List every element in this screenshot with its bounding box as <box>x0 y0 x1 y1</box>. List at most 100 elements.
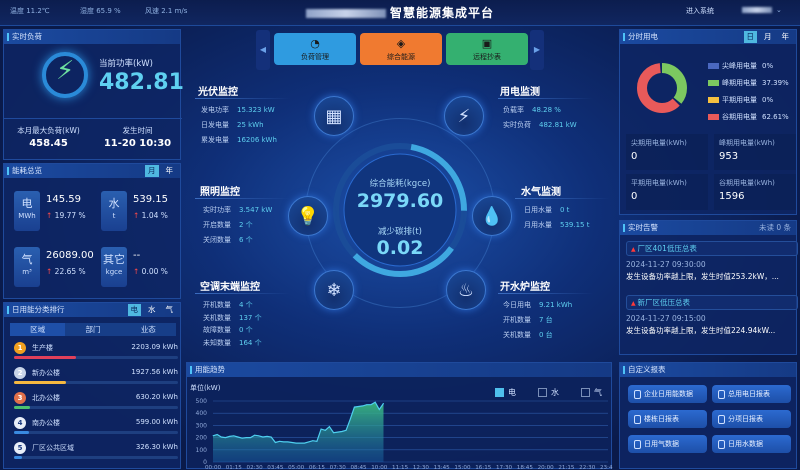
divider <box>195 293 290 294</box>
user-menu[interactable]: ⌄ <box>742 6 782 14</box>
divider <box>498 293 593 294</box>
air-conditioner-icon[interactable]: ❄ <box>314 270 354 310</box>
next-arrow-button[interactable]: ▶ <box>530 30 544 70</box>
panel-title: 分时用电 日月年 <box>620 30 796 44</box>
row-label: 累发电量 <box>201 136 229 144</box>
time-of-use-panel: 分时用电 日月年 尖峰用电量 0% 峰期用电量 37.39% 平期用电量 0% 谷期用电量 6… <box>619 29 797 215</box>
x-tick-label: 03:45 <box>267 465 284 470</box>
row-label: 实时负荷 <box>503 121 531 129</box>
energy-value: 145.59 <box>46 194 81 205</box>
data-point <box>358 406 359 407</box>
energy-change: ↑ 0.00 % <box>133 267 168 276</box>
report-button[interactable]: 楼栋日报表 <box>628 410 707 428</box>
data-point <box>345 429 347 431</box>
tab-month[interactable]: 月 <box>764 32 772 41</box>
ranking-row[interactable]: 5 厂区公共区域 326.30 kWh <box>12 441 180 465</box>
x-tick-label: 22:30 <box>579 465 596 470</box>
change-value: 1.04 % <box>141 211 168 220</box>
energy-type-box[interactable]: 气 m³ <box>14 247 40 287</box>
data-point <box>316 440 318 442</box>
water-boiler-icon[interactable]: ♨ <box>446 270 486 310</box>
ranking-row[interactable]: 1 生产楼 2203.09 kWh <box>12 341 180 365</box>
rank-bar <box>14 431 178 434</box>
nav-button-2[interactable]: ◈ 综合能源 <box>360 33 442 65</box>
rank-bar <box>14 356 178 359</box>
occur-time-value: 11-20 10:30 <box>103 138 172 149</box>
x-tick-label: 13:45 <box>434 465 451 470</box>
solar-panel-icon[interactable]: ▦ <box>314 96 354 136</box>
data-point <box>366 404 368 406</box>
legend-name: 尖峰用电量 <box>722 62 757 70</box>
x-tick-label: 17:30 <box>496 465 513 470</box>
legend-gas[interactable]: 气 <box>581 387 602 398</box>
progress-ring <box>333 143 467 277</box>
humidity: 湿度 65.9 % <box>80 7 121 15</box>
y-tick-label: 0 <box>203 459 207 466</box>
row-value: 3.547 kW <box>239 206 273 214</box>
subtab-business[interactable]: 业态 <box>140 325 156 334</box>
subtab-department[interactable]: 部门 <box>85 325 101 334</box>
prev-arrow-button[interactable]: ◀ <box>256 30 270 70</box>
alarm-item[interactable]: 新厂区低压总表 2024-11-27 09:15:00 发生设备功率越上限，发生时值… <box>626 295 798 336</box>
energy-type-box[interactable]: 电 MWh <box>14 191 40 231</box>
pv-row: 发电功率 15.323 kW <box>201 105 275 115</box>
x-tick-label: 15:00 <box>454 465 471 470</box>
row-value: 539.15 t <box>560 221 590 229</box>
light-bulb-icon[interactable]: 💡 <box>288 196 328 236</box>
data-point <box>225 437 226 438</box>
tab-day[interactable]: 日 <box>743 31 757 43</box>
ranking-row[interactable]: 2 新办公楼 1927.56 kWh <box>12 366 180 390</box>
row-value: 16206 kWh <box>237 136 277 144</box>
report-button[interactable]: 日用气数据 <box>628 435 707 453</box>
nav-button-3[interactable]: ▣ 远程抄表 <box>446 33 528 65</box>
donut-legend-item: 平期用电量 0% <box>708 95 773 105</box>
tou-stat: 峰期用电量(kWh) 953 <box>714 134 796 170</box>
chart-legend: 电 水 气 <box>495 387 602 398</box>
ranking-row[interactable]: 3 北办公楼 630.20 kWh <box>12 391 180 415</box>
power-value: 482.81 <box>99 70 184 95</box>
nav-button-1[interactable]: ◔ 负荷管理 <box>274 33 356 65</box>
legend-pct: 0% <box>762 96 774 104</box>
lightning-bolt-icon[interactable]: ⚡ <box>444 96 484 136</box>
data-point <box>283 441 285 443</box>
unread-count[interactable]: 未读 0 条 <box>758 223 791 232</box>
legend-electricity[interactable]: 电 <box>495 387 516 398</box>
legend-swatch <box>708 80 719 86</box>
data-point <box>254 434 255 436</box>
energy-type-box[interactable]: 其它 kgce <box>101 247 127 287</box>
enter-system-link[interactable]: 进入系统 <box>686 7 714 15</box>
water-drop-icon[interactable]: 💧 <box>472 196 512 236</box>
report-button[interactable]: 日用水数据 <box>712 435 791 453</box>
rank-value: 599.00 kWh <box>135 418 178 426</box>
x-tick-label: 20:00 <box>538 465 555 470</box>
data-point <box>237 436 239 438</box>
tab-water[interactable]: 水 <box>148 305 156 314</box>
tab-gas[interactable]: 气 <box>165 305 174 314</box>
water-gas-row: 日用水量 0 t <box>524 205 569 215</box>
rank-value: 630.20 kWh <box>135 393 178 401</box>
lightning-icon: ⚡ <box>42 52 88 98</box>
row-label: 开启数量 <box>203 221 231 229</box>
ranking-row[interactable]: 4 南办公楼 599.00 kWh <box>12 416 180 440</box>
data-point <box>329 426 330 428</box>
row-label: 未知数量 <box>203 338 231 347</box>
tab-month[interactable]: 月 <box>145 165 159 177</box>
report-button[interactable]: 总用电日报表 <box>712 385 791 403</box>
report-button[interactable]: 企业日用能数据 <box>628 385 707 403</box>
row-value: 2 个 <box>239 221 253 229</box>
change-value: 19.77 % <box>54 211 86 220</box>
row-value: 164 个 <box>239 338 262 347</box>
alarm-item[interactable]: 厂区401低压总表 2024-11-27 09:30:00 发生设备功率越上限，发生… <box>626 241 798 282</box>
subtab-area[interactable]: 区域 <box>10 323 66 336</box>
tab-year[interactable]: 年 <box>165 166 174 175</box>
data-point <box>262 436 264 438</box>
tab-electricity[interactable]: 电 <box>127 304 141 316</box>
pv-row: 日发电量 25 kWh <box>201 120 264 130</box>
layers-icon: ◈ <box>396 37 406 50</box>
rank-name: 新办公楼 <box>32 369 60 377</box>
max-load-value: 458.45 <box>29 138 68 149</box>
report-button[interactable]: 分项日报表 <box>712 410 791 428</box>
tab-year[interactable]: 年 <box>781 32 790 41</box>
legend-water[interactable]: 水 <box>538 387 559 398</box>
